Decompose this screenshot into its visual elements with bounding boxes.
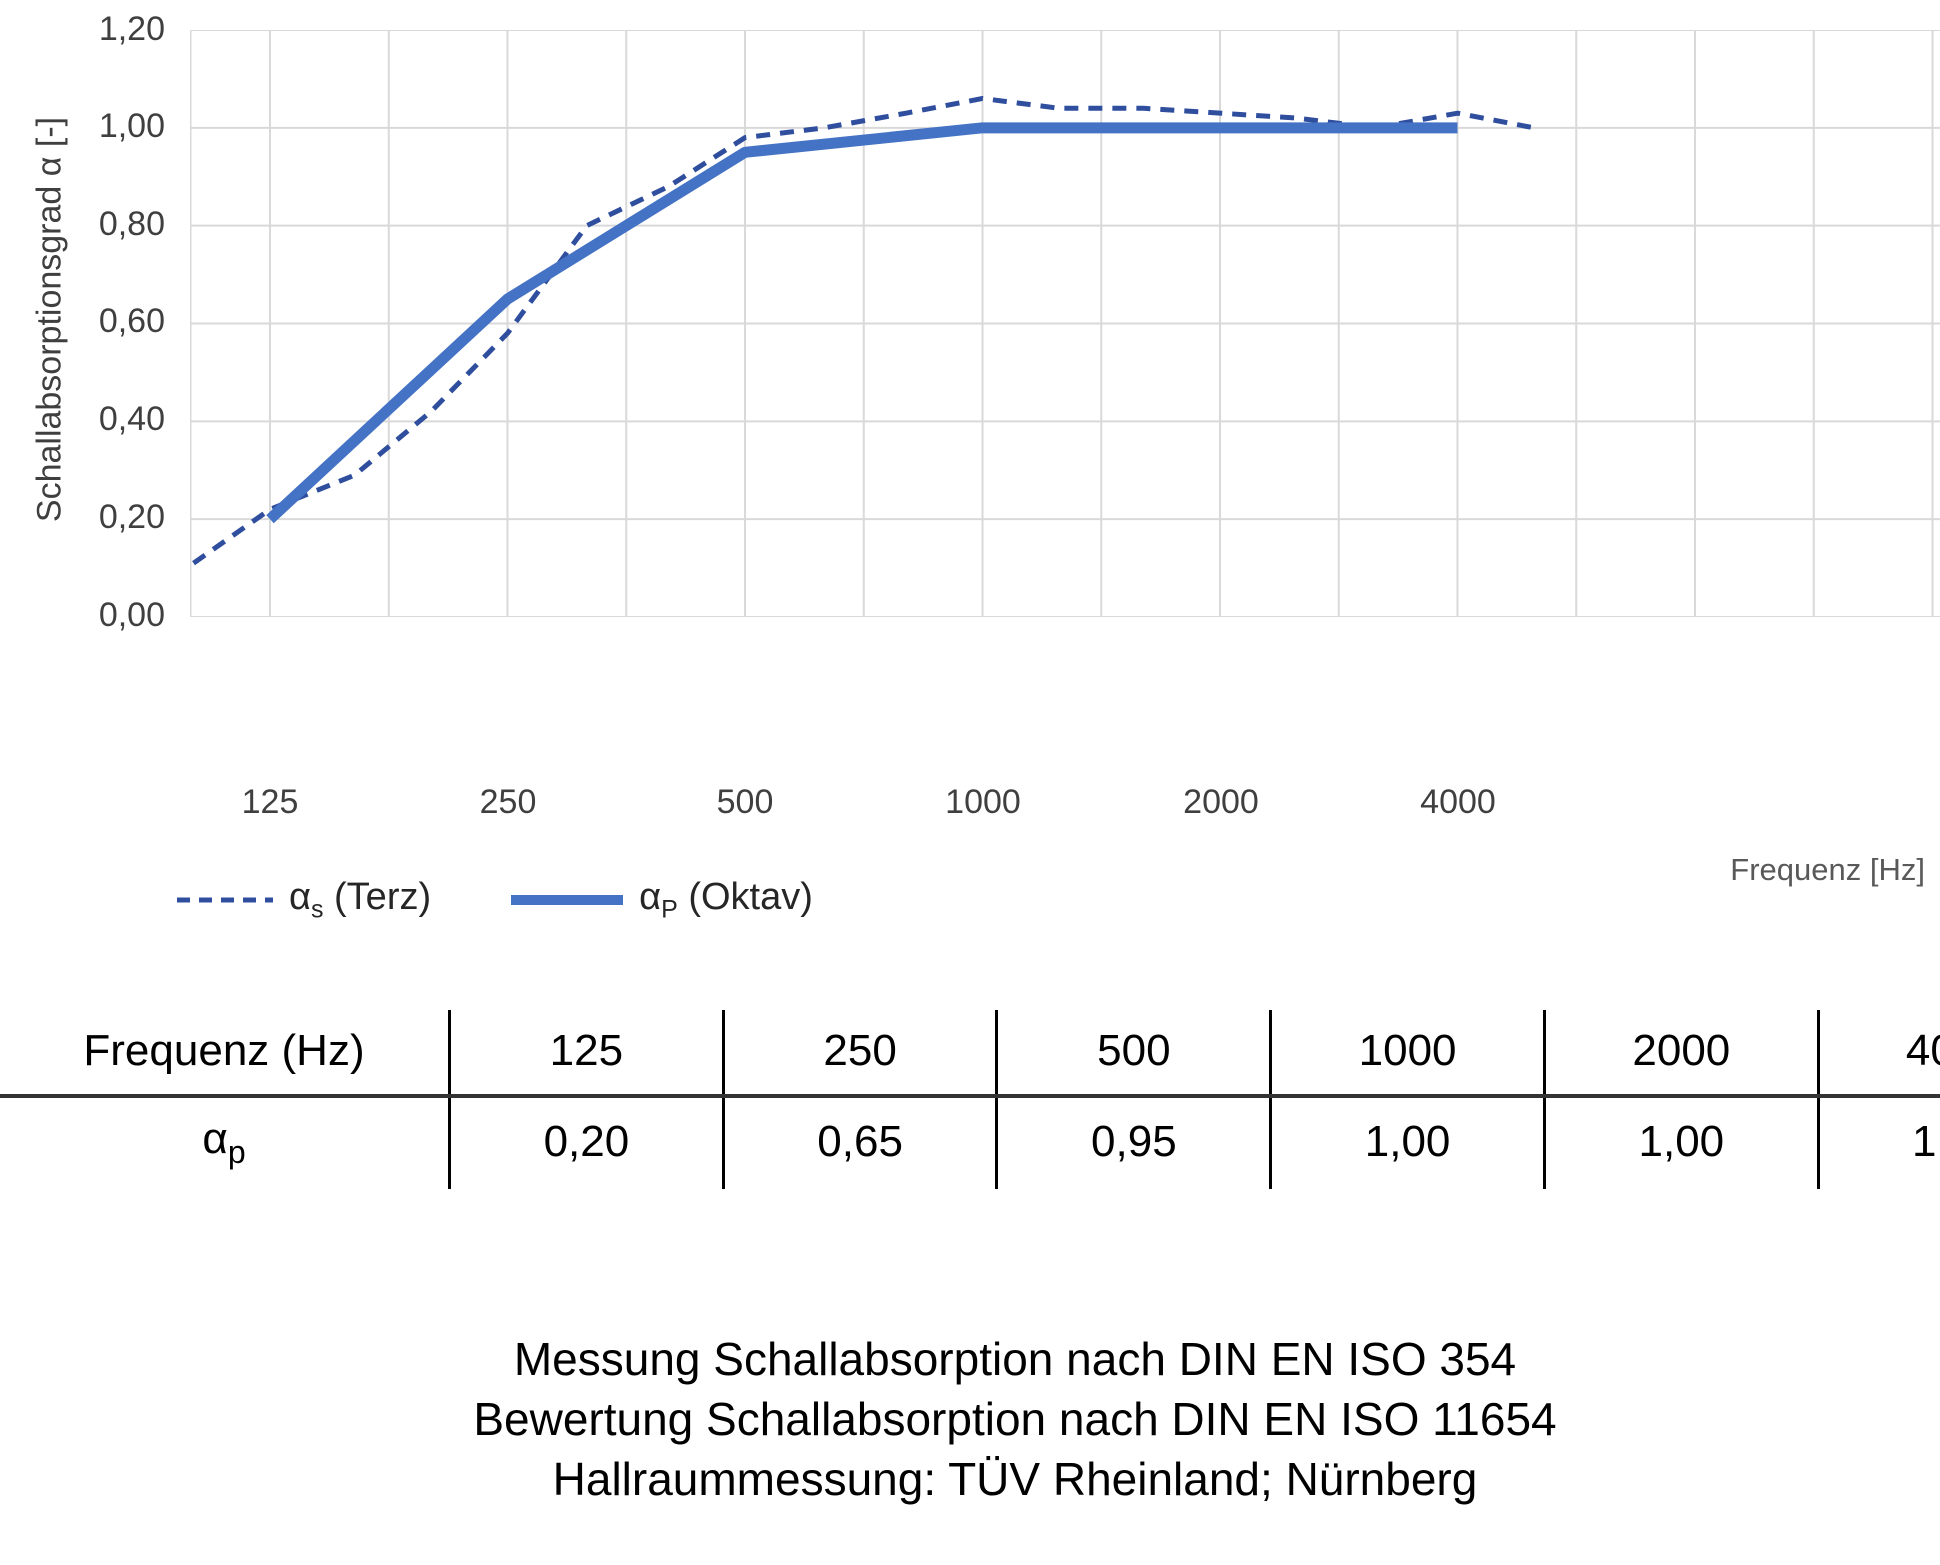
legend-label-oktav: αP (Oktav) xyxy=(639,876,813,924)
absorption-chart: Schallabsorptionsgrad α [-] 1,20 1,00 0,… xyxy=(31,0,1940,925)
y-tick-0_80: 0,80 xyxy=(98,205,165,243)
table-header-250: 250 xyxy=(721,1010,997,1098)
table-header-500: 500 xyxy=(995,1010,1271,1098)
legend-item-oktav[interactable]: αP (Oktav) xyxy=(509,876,813,925)
y-tick-0_20: 0,20 xyxy=(98,498,165,536)
table-cell-alphap-4000: 1,00 xyxy=(1816,1096,1940,1189)
table-cell-alphap-500: 0,95 xyxy=(995,1096,1271,1189)
x-tick-500: 500 xyxy=(716,783,774,821)
grid-lines xyxy=(190,30,1940,617)
table-row-header: Frequenz (Hz) 125 250 500 1000 2000 4000 xyxy=(0,1010,1940,1098)
table-header-4000: 4000 xyxy=(1816,1010,1940,1098)
table-cell-alphap-250: 0,65 xyxy=(721,1096,997,1189)
table-header-label: Frequenz (Hz) xyxy=(0,1010,450,1098)
y-axis-tick-labels: 1,20 1,00 0,80 0,60 0,40 0,20 0,00 xyxy=(40,0,165,660)
x-axis-title: Frequenz [Hz] xyxy=(1730,852,1925,887)
series-1-dashed xyxy=(192,95,1535,566)
note-line-1: Messung Schallabsorption nach DIN EN ISO… xyxy=(513,1333,1517,1385)
note-line-3: Hallraummessung: TÜV Rheinland; Nürnberg xyxy=(552,1452,1478,1505)
x-tick-2000: 2000 xyxy=(1183,783,1259,821)
y-tick-0_40: 0,40 xyxy=(98,400,165,438)
table-row-alpha-p: αp 0,20 0,65 0,95 1,00 1,00 1,00 xyxy=(0,1096,1940,1189)
table-cell-alphap-125: 0,20 xyxy=(448,1096,724,1189)
legend-label-terz: αs (Terz) xyxy=(289,876,432,924)
table-cell-alphap-2000: 1,00 xyxy=(1542,1096,1819,1189)
x-tick-4000: 4000 xyxy=(1420,783,1496,821)
y-tick-0_60: 0,60 xyxy=(98,302,165,340)
table-header-125: 125 xyxy=(448,1010,724,1098)
solid-line-icon xyxy=(511,895,624,906)
table-header-2000: 2000 xyxy=(1542,1010,1819,1098)
note-line-2: Bewertung Schallabsorption nach DIN EN I… xyxy=(473,1392,1557,1445)
dashed-line-icon xyxy=(177,897,273,903)
absorption-table: Frequenz (Hz) 125 250 500 1000 2000 4000… xyxy=(0,1010,1940,1189)
x-tick-250: 250 xyxy=(479,783,537,821)
plot-area xyxy=(190,30,1940,617)
x-tick-125: 125 xyxy=(241,783,299,821)
footer-notes: Messung Schallabsorption nach DIN EN ISO… xyxy=(0,1330,1940,1509)
y-tick-0_00: 0,00 xyxy=(98,596,165,634)
data-series-layer xyxy=(192,95,1535,566)
table-header-1000: 1000 xyxy=(1269,1010,1545,1098)
chart-legend: αs (Terz) αP (Oktav) xyxy=(175,876,813,925)
legend-item-terz[interactable]: αs (Terz) xyxy=(175,876,431,925)
x-tick-1000: 1000 xyxy=(945,783,1021,821)
table-cell-alphap-1000: 1,00 xyxy=(1269,1096,1545,1189)
series-2-solid xyxy=(266,122,1458,524)
table-row-label-alpha-p: αp xyxy=(202,1114,246,1170)
y-tick-1_00: 1,00 xyxy=(98,107,165,145)
y-tick-1_20: 1,20 xyxy=(98,10,165,48)
